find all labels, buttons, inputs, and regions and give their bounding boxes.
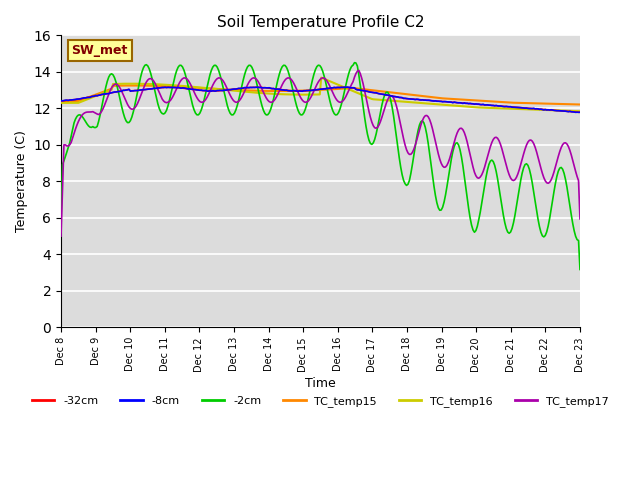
Y-axis label: Temperature (C): Temperature (C)	[15, 131, 28, 232]
Title: Soil Temperature Profile C2: Soil Temperature Profile C2	[217, 15, 424, 30]
Legend: -32cm, -8cm, -2cm, TC_temp15, TC_temp16, TC_temp17: -32cm, -8cm, -2cm, TC_temp15, TC_temp16,…	[28, 391, 614, 411]
Text: SW_met: SW_met	[72, 44, 128, 57]
X-axis label: Time: Time	[305, 377, 336, 390]
